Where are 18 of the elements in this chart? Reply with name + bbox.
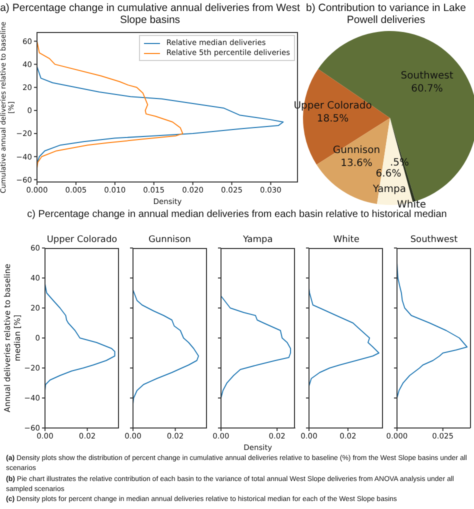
data-label: 6.6%: [376, 168, 402, 180]
slice-label: White: [397, 199, 426, 210]
line-series: [45, 284, 116, 391]
chart-title: White: [333, 235, 360, 245]
chart-title: Upper Colorado: [46, 235, 118, 245]
y-axis-title: Annual deliveries relative to baseline median [%]: [3, 264, 22, 412]
chart-title: b) Contribution to variance in Lake Powell deliveries: [306, 2, 466, 26]
line-series: [37, 66, 284, 164]
data-label: 18.5%: [316, 114, 349, 125]
text: c) Percentage change in annual median deliveries from each basin relative to historical median: [27, 209, 447, 220]
chart-title: Gunnison: [148, 235, 191, 245]
slice-label: Southwest: [400, 70, 454, 82]
chart-title: Southwest: [410, 235, 458, 245]
data-label: 13.6%: [340, 158, 372, 170]
chart-title: Yampa: [242, 235, 273, 245]
slice-label: Yampa: [372, 184, 406, 195]
data-label: 60.7%: [411, 84, 443, 95]
slice-label: Gunnison: [332, 145, 380, 156]
